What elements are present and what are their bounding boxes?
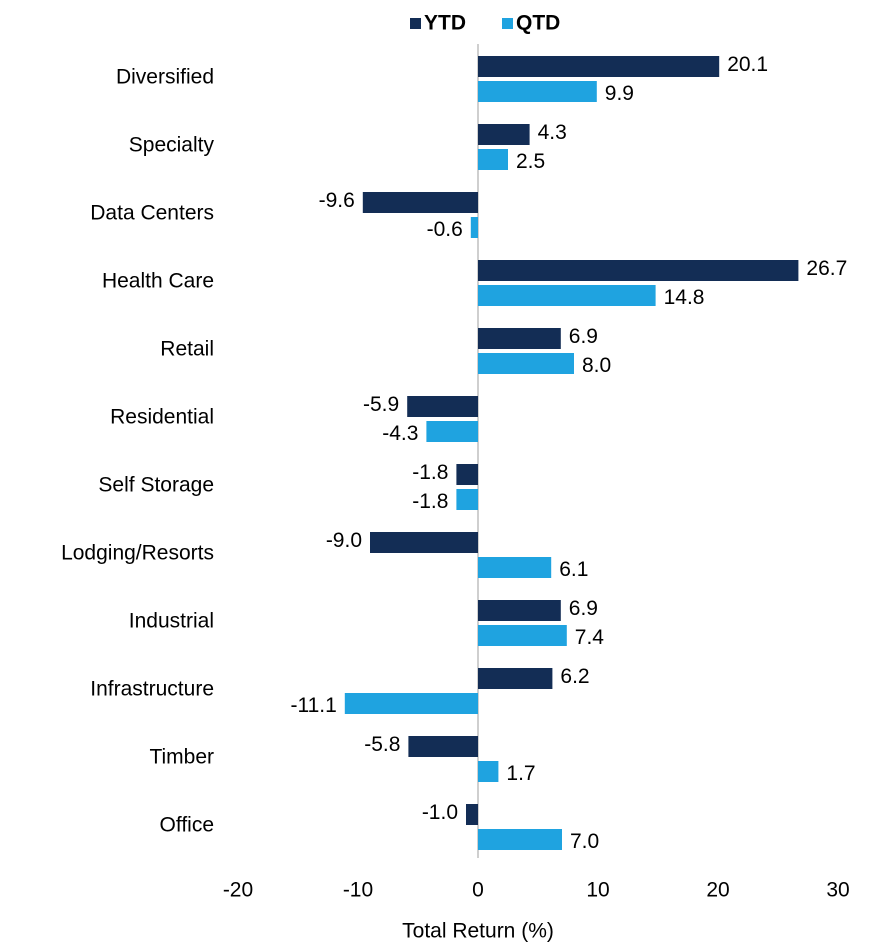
- category-label: Specialty: [129, 134, 215, 157]
- value-label: 7.0: [570, 830, 599, 853]
- value-label: -9.6: [319, 189, 355, 212]
- value-label: -5.9: [363, 393, 399, 416]
- category-label: Lodging/Resorts: [61, 542, 214, 565]
- bar: [408, 736, 478, 757]
- bar: [478, 625, 567, 646]
- value-label: 4.3: [538, 121, 567, 144]
- value-label: -11.1: [290, 694, 336, 717]
- bar: [466, 804, 478, 825]
- value-label: -1.0: [422, 801, 458, 824]
- bar: [478, 600, 561, 621]
- value-label: -0.6: [427, 218, 463, 241]
- bar: [478, 260, 799, 281]
- category-label: Data Centers: [90, 202, 214, 225]
- bar: [456, 489, 478, 510]
- bar: [426, 421, 478, 442]
- legend-label: YTD: [424, 12, 466, 35]
- bar: [478, 668, 553, 689]
- value-label: 20.1: [727, 53, 768, 76]
- value-label: 2.5: [516, 150, 545, 173]
- bar: [478, 285, 656, 306]
- category-label: Health Care: [102, 270, 214, 293]
- category-label: Infrastructure: [90, 678, 214, 701]
- bar: [470, 217, 478, 238]
- bar: [478, 328, 561, 349]
- value-label: 6.9: [569, 597, 598, 620]
- x-tick-label: 0: [472, 879, 484, 902]
- value-label: -9.0: [326, 529, 362, 552]
- bar: [478, 353, 574, 374]
- value-label: 14.8: [664, 286, 705, 309]
- value-label: 1.7: [506, 762, 535, 785]
- category-label: Timber: [149, 746, 214, 769]
- category-label: Residential: [110, 406, 214, 429]
- legend-swatch: [410, 18, 421, 29]
- value-label: -4.3: [382, 422, 418, 445]
- bar: [478, 124, 530, 145]
- category-label: Diversified: [116, 66, 214, 89]
- legend-swatch: [502, 18, 513, 29]
- bar: [478, 761, 499, 782]
- value-label: 8.0: [582, 354, 611, 377]
- value-label: 9.9: [605, 82, 634, 105]
- category-label: Office: [160, 814, 214, 837]
- bar: [362, 192, 478, 213]
- category-label: Retail: [160, 338, 214, 361]
- x-tick-label: 30: [826, 879, 849, 902]
- value-label: 6.1: [559, 558, 588, 581]
- bar: [478, 829, 562, 850]
- bar: [344, 693, 478, 714]
- value-label: -1.8: [412, 461, 448, 484]
- value-label: -1.8: [412, 490, 448, 513]
- x-tick-label: 20: [706, 879, 729, 902]
- bar: [456, 464, 478, 485]
- value-label: -5.8: [364, 733, 400, 756]
- value-label: 6.9: [569, 325, 598, 348]
- x-axis-title: Total Return (%): [402, 920, 554, 943]
- legend-label: QTD: [516, 12, 560, 35]
- bar: [478, 557, 552, 578]
- value-label: 7.4: [575, 626, 605, 649]
- value-label: 6.2: [560, 665, 589, 688]
- bar: [478, 149, 508, 170]
- x-tick-label: 10: [586, 879, 609, 902]
- bar: [370, 532, 478, 553]
- x-tick-label: -20: [223, 879, 253, 902]
- value-label: 26.7: [806, 257, 847, 280]
- bar: [407, 396, 478, 417]
- category-label: Industrial: [129, 610, 214, 633]
- x-tick-label: -10: [343, 879, 373, 902]
- bar: [478, 56, 720, 77]
- bar: [478, 81, 597, 102]
- category-label: Self Storage: [98, 474, 214, 497]
